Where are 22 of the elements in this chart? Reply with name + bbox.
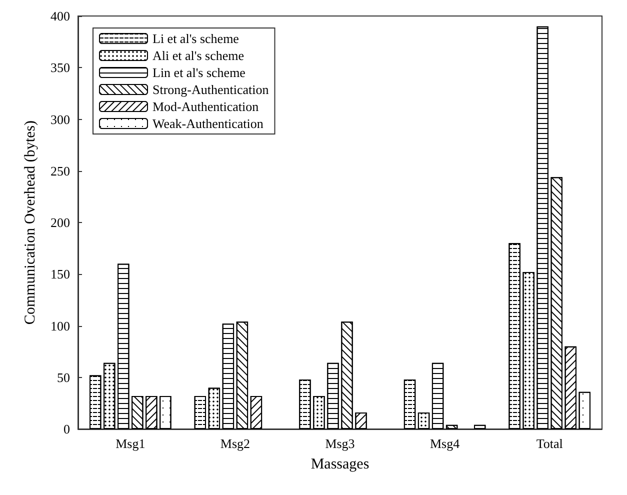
x-tick-label: Msg3 — [325, 436, 355, 451]
y-tick-label: 200 — [50, 215, 70, 230]
legend-label: Weak-Authentication — [152, 116, 264, 131]
x-tick-label: Msg2 — [220, 436, 250, 451]
legend-label: Lin et al's scheme — [152, 65, 246, 80]
y-tick-label: 250 — [50, 163, 70, 178]
y-tick-label: 100 — [50, 318, 70, 334]
y-tick-label: 300 — [50, 112, 70, 127]
y-tick-label: 50 — [57, 370, 70, 385]
x-axis-title: Massages — [310, 456, 370, 472]
y-tick-label: 150 — [50, 266, 70, 282]
x-tick-label: Msg1 — [116, 436, 146, 451]
x-tick-label: Msg4 — [430, 436, 460, 451]
legend-label: Li et al's scheme — [152, 31, 240, 46]
x-tick-label: Total — [536, 436, 564, 451]
y-tick-label: 350 — [50, 60, 70, 76]
legend-label: Strong-Authentication — [152, 82, 270, 97]
y-axis-title: Communication Overhead (bytes) — [22, 120, 38, 325]
legend-label: Ali et al's scheme — [152, 48, 244, 63]
y-tick-label: 400 — [50, 8, 70, 24]
y-tick-label: 0 — [64, 422, 70, 436]
legend-label: Mod-Authentication — [152, 99, 260, 114]
